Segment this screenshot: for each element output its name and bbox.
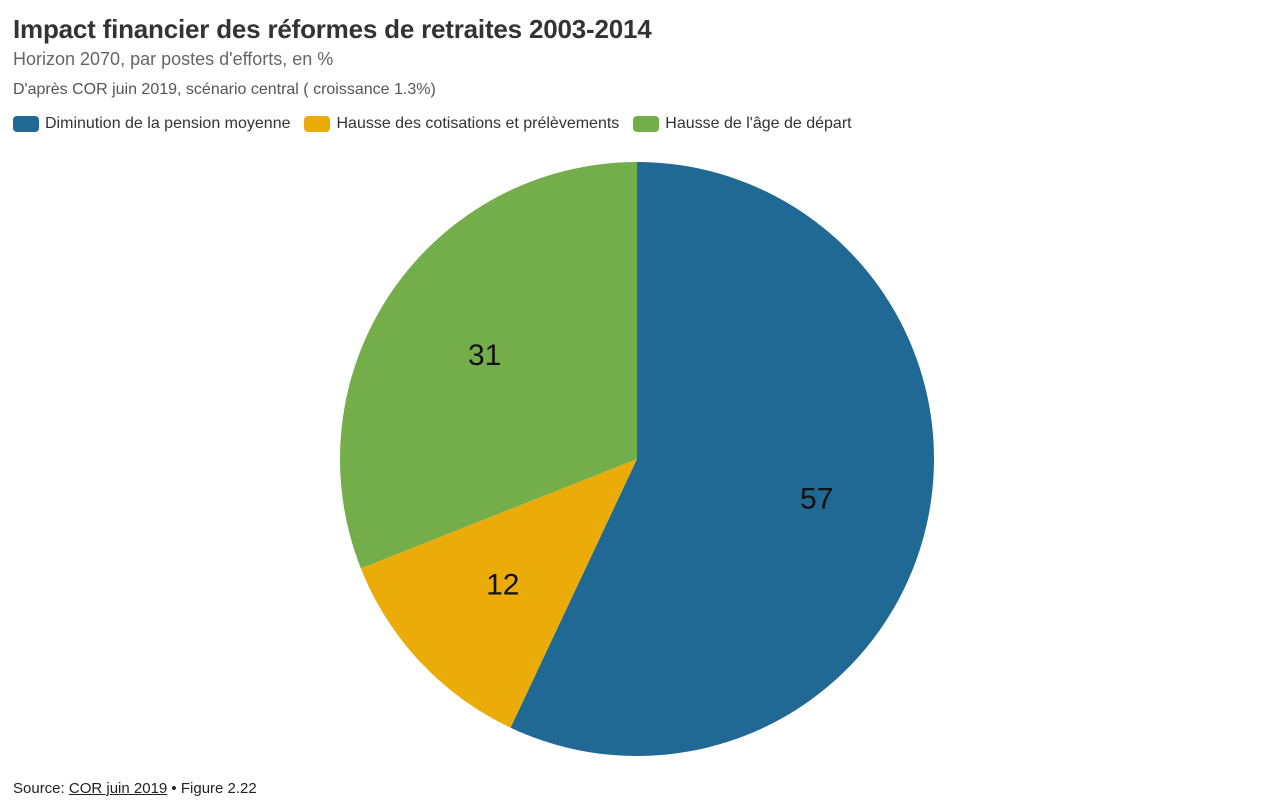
pie-label-age-depart: 31 (468, 339, 501, 372)
chart-subtitle: Horizon 2070, par postes d'efforts, en % (13, 49, 334, 69)
legend-label-age-depart: Hausse de l'âge de départ (665, 115, 852, 132)
legend-swatch-pension (13, 116, 39, 132)
source-footer: Source: COR juin 2019 • Figure 2.22 (13, 780, 257, 797)
pie-label-pension: 57 (800, 483, 833, 516)
figure-reference: • Figure 2.22 (167, 780, 257, 797)
legend-label-cotisations: Hausse des cotisations et prélèvements (336, 115, 620, 132)
source-label: Source: (13, 780, 69, 797)
source-link[interactable]: COR juin 2019 (68, 780, 168, 797)
legend-swatch-age-depart (633, 116, 660, 132)
chart-note: D'après COR juin 2019, scénario central … (13, 81, 436, 98)
pie-labels: 57 12 31 (468, 339, 833, 602)
pie-slice-cotisations[interactable] (360, 459, 637, 728)
chart-legend: Diminution de la pension moyenne Hausse … (13, 115, 866, 133)
legend-label-pension: Diminution de la pension moyenne (45, 115, 291, 132)
legend-swatch-cotisations (304, 116, 331, 132)
pie-slice-age-depart[interactable] (339, 162, 637, 569)
legend-item-cotisations[interactable]: Hausse des cotisations et prélèvements (304, 115, 619, 133)
legend-item-age-depart[interactable]: Hausse de l'âge de départ (633, 115, 852, 133)
legend-item-pension[interactable]: Diminution de la pension moyenne (13, 115, 290, 133)
pie-slices (339, 162, 934, 757)
chart-title: Impact financier des réformes de retrait… (13, 14, 652, 44)
pie-slice-pension[interactable] (510, 162, 934, 757)
pie-label-cotisations: 12 (486, 569, 519, 602)
